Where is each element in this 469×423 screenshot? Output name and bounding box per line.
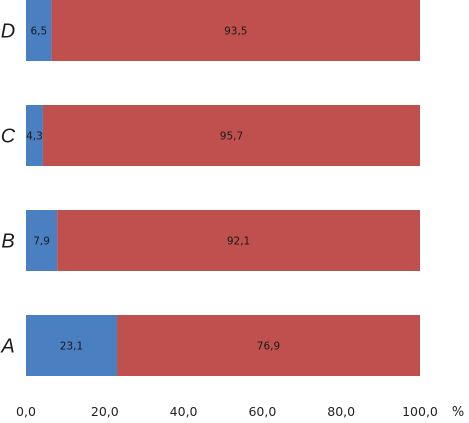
x-tick-label: 40,0 xyxy=(170,404,198,419)
x-tick-label: 20,0 xyxy=(91,404,119,419)
x-tick-label: 0,0 xyxy=(16,404,36,419)
bar-segment-a-2 xyxy=(117,315,420,376)
data-label-a-2: 76,9 xyxy=(257,341,280,353)
category-label-c: C xyxy=(1,126,16,148)
x-tick-label: 100,0 xyxy=(402,404,438,419)
category-label-b: B xyxy=(1,231,14,253)
x-axis-tick-labels: 0,0 20,0 40,0 60,0 80,0 100,0 xyxy=(16,404,438,419)
bar-segment-a-1 xyxy=(26,315,118,376)
data-label-a-1: 23,1 xyxy=(60,341,83,353)
category-label-d: D xyxy=(1,21,15,43)
bar-segment-d-2 xyxy=(51,0,421,61)
x-tick-label: 60,0 xyxy=(248,404,276,419)
data-label-d-2: 93,5 xyxy=(224,26,247,38)
x-tick-label: 80,0 xyxy=(327,404,355,419)
bar-segment-c-1 xyxy=(26,105,43,166)
data-label-d-1: 6,5 xyxy=(30,26,47,38)
category-labels: A B C D xyxy=(0,21,15,358)
bar-segment-b-1 xyxy=(26,210,58,271)
data-label-c-2: 95,7 xyxy=(220,131,243,143)
data-label-c-1: 4,3 xyxy=(26,131,43,143)
bar-segment-d-1 xyxy=(26,0,52,61)
data-label-b-1: 7,9 xyxy=(33,236,50,248)
x-axis-unit-label: % xyxy=(452,405,464,420)
data-label-b-2: 92,1 xyxy=(227,236,250,248)
bars-group: 23,1 76,9 7,9 92,1 4,3 95,7 6,5 93,5 xyxy=(26,0,421,376)
bar-segment-b-2 xyxy=(57,210,420,271)
bar-segment-c-2 xyxy=(42,105,420,166)
category-label-a: A xyxy=(0,336,14,358)
